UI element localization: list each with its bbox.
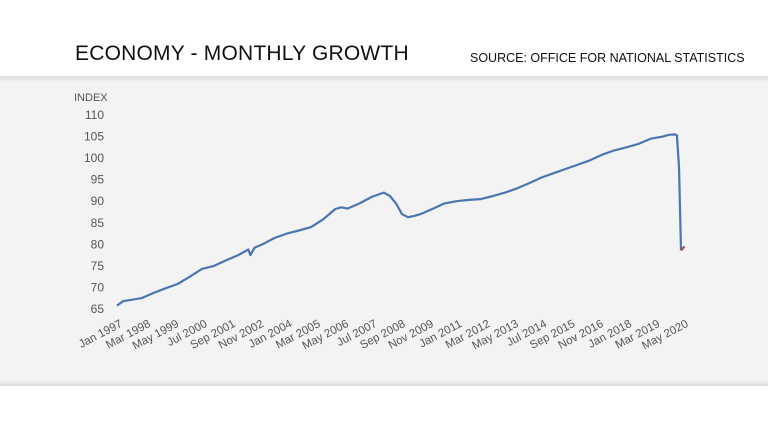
- y-tick-label: 110: [85, 108, 104, 122]
- source-note: SOURCE: OFFICE FOR NATIONAL STATISTICS: [470, 51, 745, 65]
- y-tick-label: 105: [84, 130, 104, 144]
- chart-title: ECONOMY - MONTHLY GROWTH: [75, 42, 409, 65]
- y-tick-label: 65: [91, 302, 105, 316]
- series-group: [116, 133, 686, 307]
- latest-month-segment: [680, 245, 686, 252]
- y-tick-label: 90: [91, 194, 105, 208]
- header-bar: ECONOMY - MONTHLY GROWTH SOURCE: OFFICE …: [0, 0, 768, 76]
- chart-panel: [0, 76, 768, 386]
- y-tick-label: 75: [91, 259, 105, 273]
- footer-band: [0, 386, 768, 432]
- y-axis-label: INDEX: [74, 92, 108, 104]
- series-line: [116, 133, 683, 307]
- y-axis-ticks: 65 70 75 80 85 90 95 100 105 110: [84, 108, 104, 316]
- y-tick-label: 95: [91, 173, 105, 187]
- y-tick-label: 100: [84, 151, 104, 165]
- y-tick-label: 70: [91, 280, 105, 294]
- y-tick-label: 85: [91, 216, 105, 230]
- y-tick-label: 80: [91, 237, 105, 251]
